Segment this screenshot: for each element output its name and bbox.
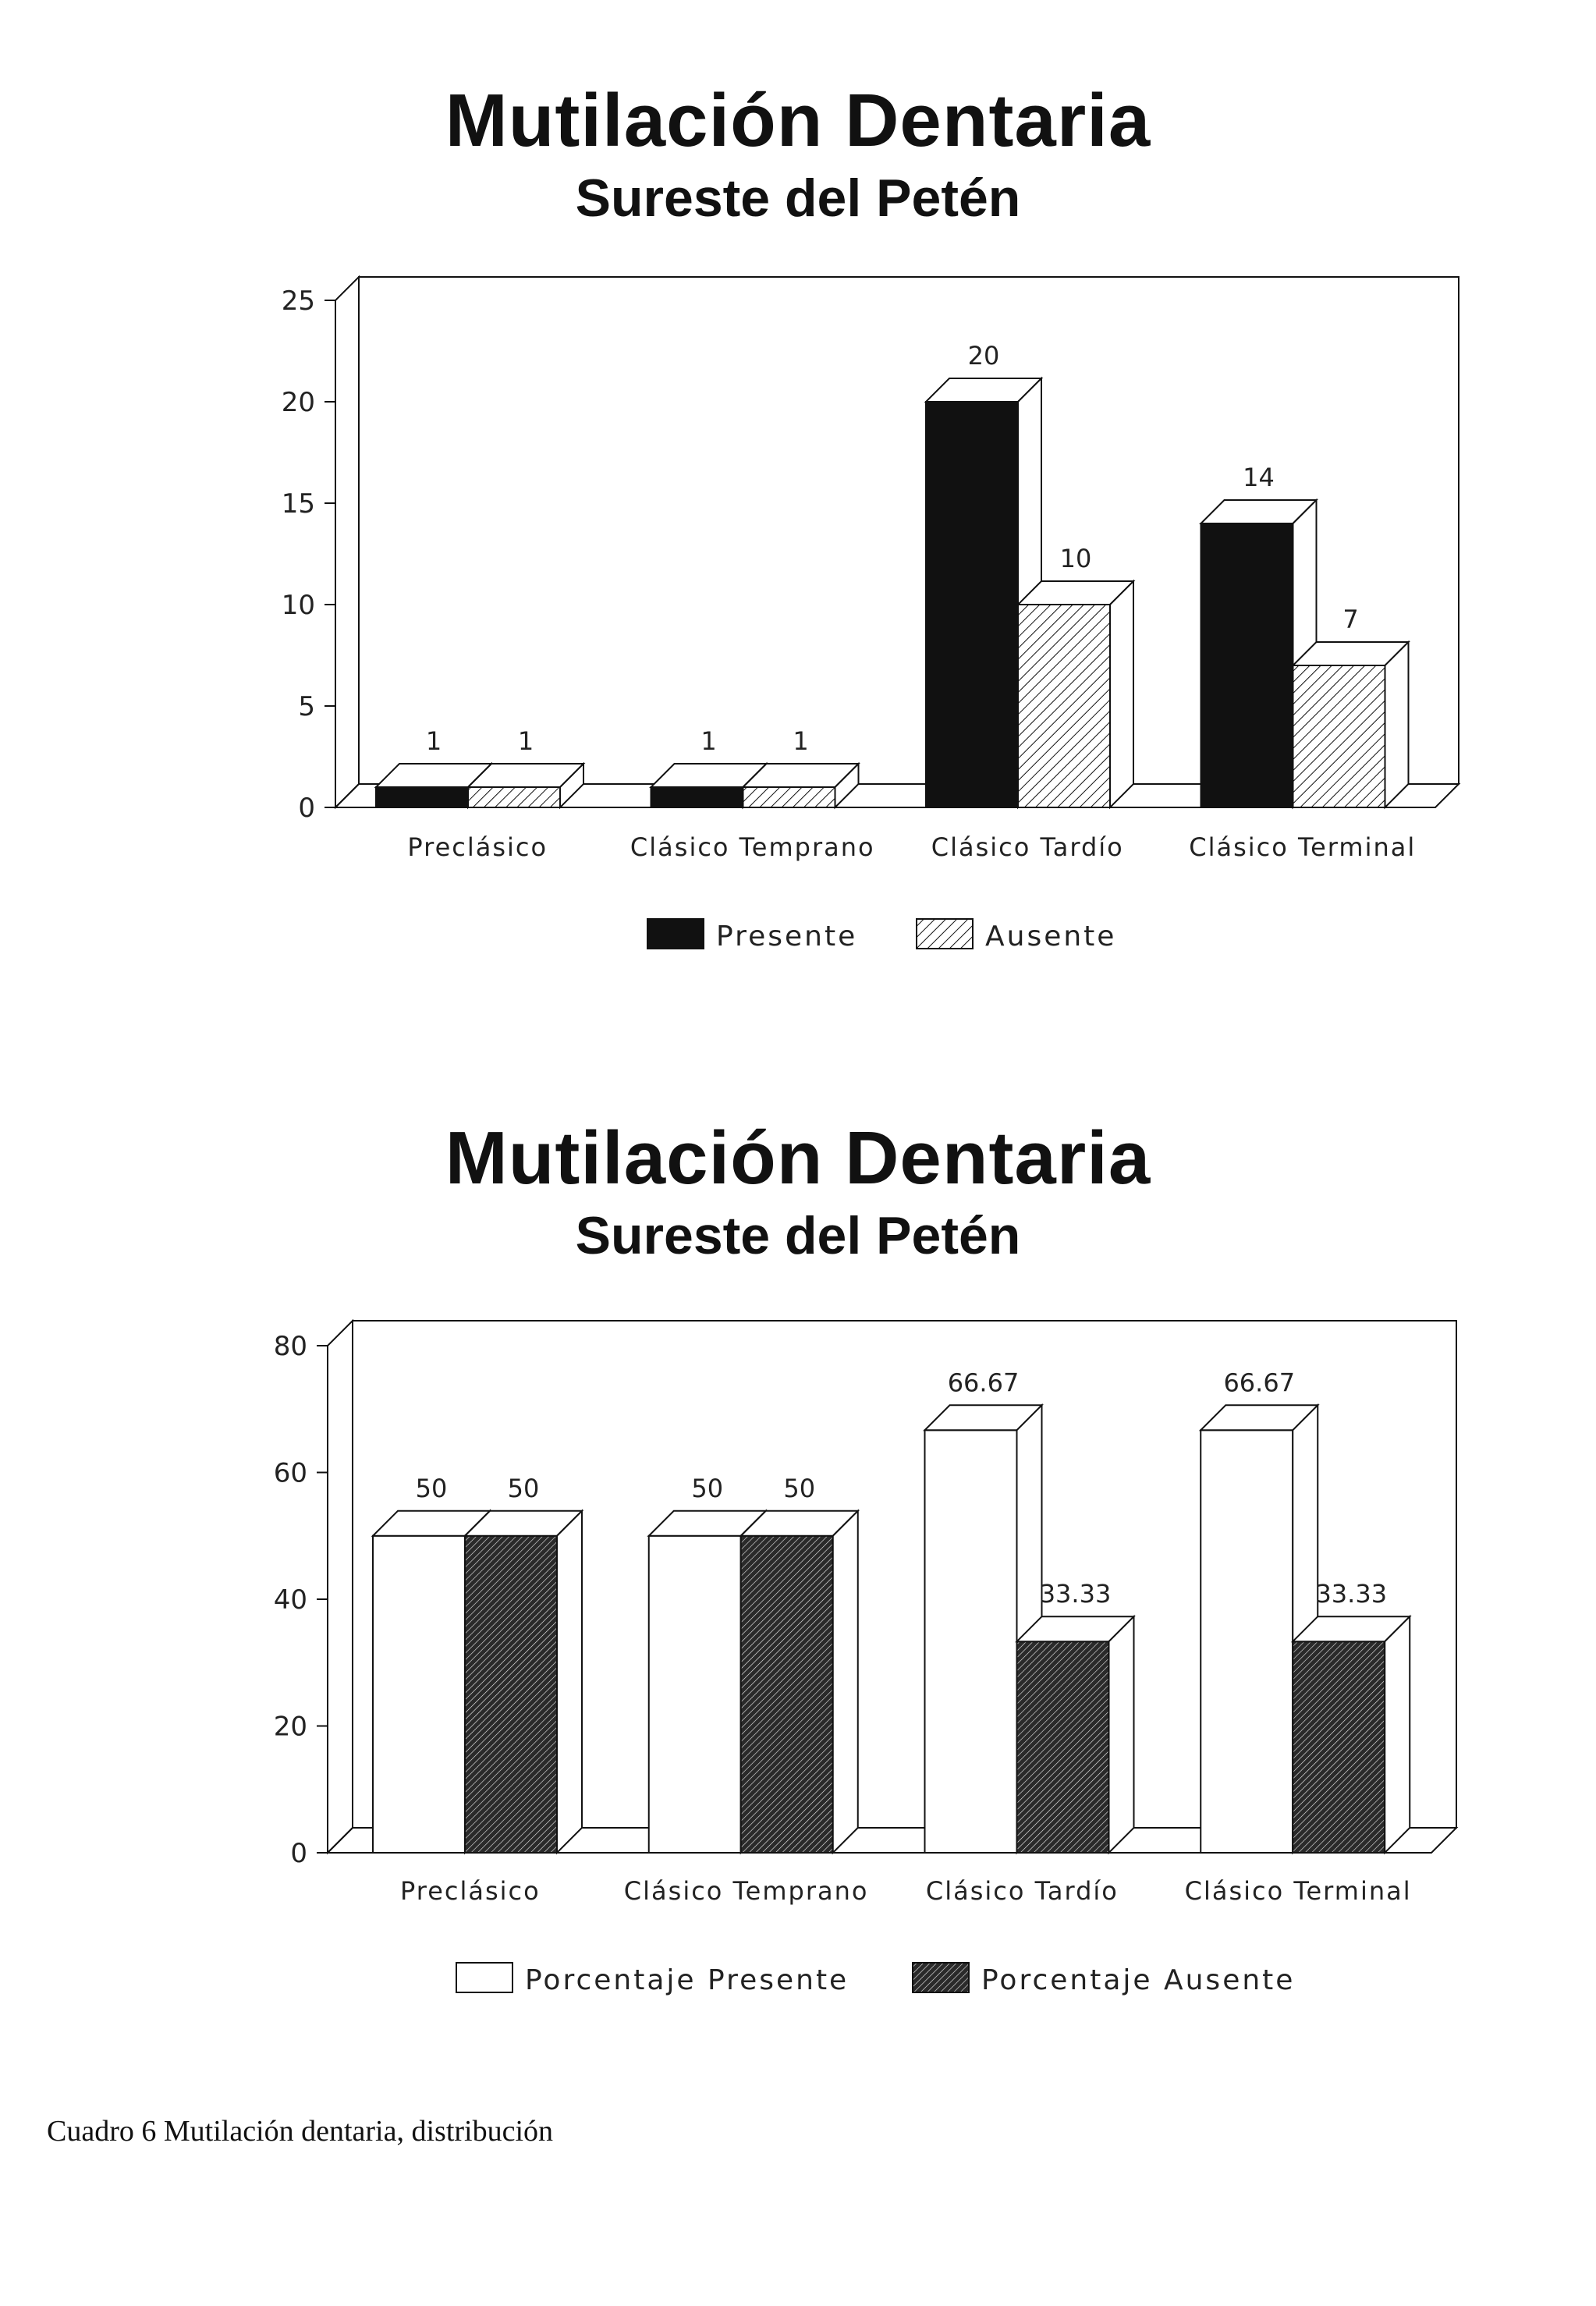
bar-front — [1017, 604, 1111, 808]
y-tick-label: 5 — [298, 691, 315, 722]
y-tick-label: 0 — [290, 1838, 307, 1869]
bar-front — [1200, 523, 1294, 808]
bar-side — [1109, 579, 1134, 810]
bar-front — [650, 786, 744, 808]
legend: Porcentaje Presente Porcentaje Ausente — [456, 1962, 1295, 1996]
bar-value-label: 1 — [700, 726, 716, 756]
chart2-plot: 0 20 40 60 80 50 50 Preclásico 50 50 Clásico Tempr… — [274, 1318, 1459, 1996]
y-tick-label: 10 — [282, 590, 315, 621]
legend-swatch — [916, 918, 974, 949]
bar-value-label: 66.67 — [948, 1368, 1020, 1397]
bar-front — [739, 1534, 834, 1854]
chart1-plot: 0 5 10 15 20 25 1 1 Preclásico 1 1 Clásico Temprano… — [282, 275, 1461, 953]
bar-value-label: 66.67 — [1223, 1368, 1295, 1397]
legend-label: Porcentaje Presente — [525, 1964, 849, 1996]
bar-value-label: 14 — [1243, 463, 1275, 492]
bar-front — [1292, 1641, 1386, 1854]
bar-value-label: 1 — [793, 726, 808, 756]
y-tick-label: 40 — [274, 1584, 307, 1616]
plot-left-wall — [327, 1318, 353, 1855]
y-tick-label: 20 — [282, 387, 315, 418]
bar-value-label: 1 — [426, 726, 442, 756]
x-category-label: Clásico Terminal — [1185, 1876, 1412, 1906]
bar-front — [742, 786, 836, 808]
bar-value-label: 33.33 — [1040, 1579, 1112, 1609]
bar-front — [375, 786, 469, 808]
chart1-title: Mutilación Dentaria — [445, 79, 1151, 162]
legend-label: Presente — [716, 921, 857, 953]
y-tick-label: 25 — [282, 286, 315, 317]
y-tick-label: 60 — [274, 1458, 307, 1489]
bar-front — [1292, 665, 1386, 808]
chart2-title: Mutilación Dentaria — [445, 1116, 1151, 1200]
legend-label: Porcentaje Ausente — [981, 1964, 1295, 1996]
bar-front — [924, 1429, 1018, 1854]
bar-value-label: 10 — [1060, 544, 1092, 573]
figure-caption: Cuadro 6 Mutilación dentaria, distribuci… — [47, 2115, 554, 2148]
plot-left-wall — [335, 275, 360, 810]
x-category-label: Clásico Temprano — [630, 832, 875, 862]
bar-front — [464, 1534, 558, 1854]
x-category-label: Clásico Temprano — [624, 1876, 869, 1906]
y-tick-label: 0 — [298, 793, 315, 824]
bar-value-label: 50 — [416, 1474, 448, 1503]
y-tick-label: 15 — [282, 488, 315, 520]
bar-front — [372, 1534, 466, 1854]
bar-value-label: 7 — [1342, 605, 1358, 634]
legend-swatch — [456, 1962, 513, 1993]
bar-front — [1016, 1641, 1110, 1854]
bar-side — [556, 1509, 583, 1855]
bar-value-label: 20 — [968, 341, 1000, 371]
legend-label: Ausente — [985, 921, 1116, 953]
bar-side — [832, 1509, 859, 1855]
bar-side — [559, 761, 584, 810]
legend-swatch — [647, 918, 704, 949]
bar-value-label: 50 — [691, 1474, 723, 1503]
bar-value-label: 50 — [508, 1474, 540, 1503]
bar-value-label: 50 — [783, 1474, 815, 1503]
bar-side — [1108, 1614, 1135, 1855]
bar-value-label: 1 — [518, 726, 534, 756]
legend: Presente Ausente — [647, 918, 1116, 953]
y-tick-label: 80 — [274, 1331, 307, 1362]
bar-side — [1384, 1614, 1411, 1855]
x-category-label: Preclásico — [407, 832, 548, 862]
x-category-label: Clásico Terminal — [1189, 832, 1416, 862]
x-category-label: Preclásico — [400, 1876, 541, 1906]
bar-side — [834, 761, 860, 810]
x-category-label: Clásico Tardío — [926, 1876, 1119, 1906]
x-category-label: Clásico Tardío — [931, 832, 1124, 862]
bar-side — [1384, 640, 1410, 810]
bar-front — [925, 401, 1019, 808]
bar-value-label: 33.33 — [1315, 1579, 1387, 1609]
bar-front — [647, 1534, 742, 1854]
chart1-subtitle: Sureste del Petén — [575, 169, 1021, 228]
legend-swatch — [912, 1962, 970, 1993]
bar-front — [1200, 1429, 1294, 1854]
chart2-subtitle: Sureste del Petén — [575, 1206, 1021, 1265]
y-tick-label: 20 — [274, 1712, 307, 1743]
